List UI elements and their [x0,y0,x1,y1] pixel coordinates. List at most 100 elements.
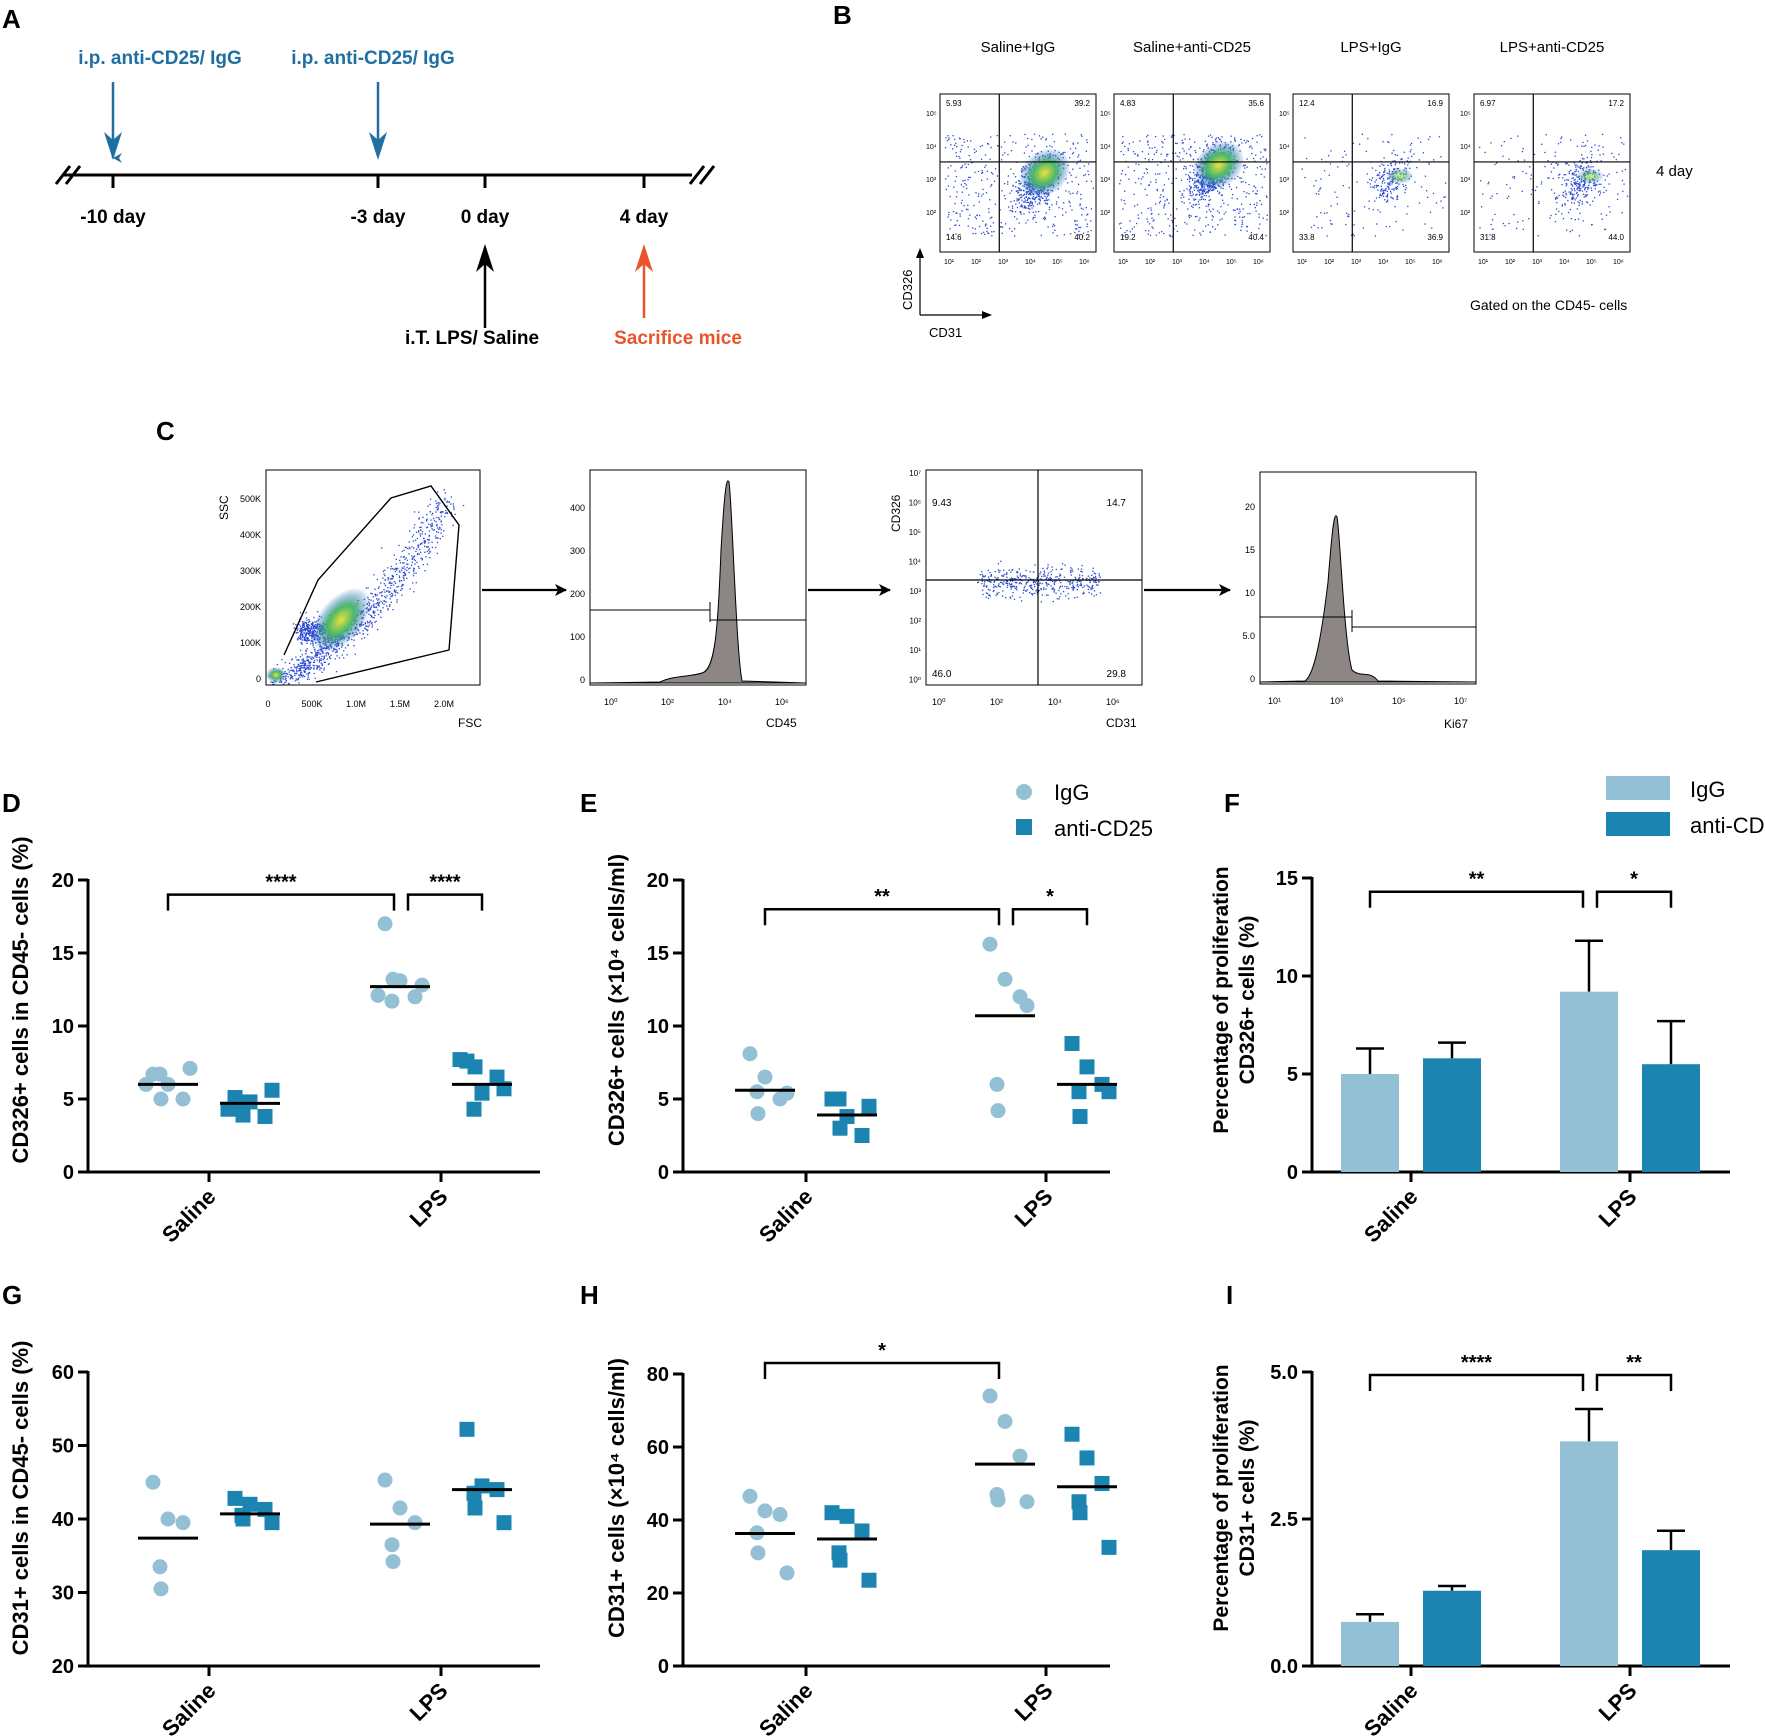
b-event [1086,141,1088,144]
c1-event [315,654,317,656]
b-xtick: 10⁴ [1025,259,1036,266]
c1-event [302,636,304,638]
b-event [1024,133,1026,136]
c1-event [411,561,414,563]
c1-event [307,626,310,629]
b-event [1386,194,1389,197]
c1-event [285,681,287,683]
data-point-anti [467,1059,483,1075]
c1-event [430,524,432,526]
b-event [1023,197,1026,199]
b-event [1191,195,1193,197]
c1-event [303,666,306,668]
c1-event [344,647,347,649]
b-xtick: 10⁵ [1052,259,1063,266]
c1-event [401,580,403,582]
c3-event [1016,571,1019,574]
c1-event [308,627,310,630]
c3-event [1015,585,1018,588]
c1-event [422,564,424,566]
b-event [1189,164,1191,167]
b-event [1372,186,1374,188]
c1-event [417,544,419,546]
b-event [1432,159,1435,161]
c1-event [375,595,377,597]
b-event [1394,154,1396,156]
c1-event [293,666,296,668]
b-event [1583,145,1585,148]
b-quad-ll: 33.8 [1299,233,1315,242]
c1-event [399,571,401,573]
b-event [1365,150,1367,153]
data-point-anti [1079,1059,1095,1075]
b-event [1611,152,1613,155]
b-event [1121,170,1124,172]
c1-event [297,679,299,681]
c1-event [423,540,425,542]
b-event [978,214,981,217]
c1-event [285,679,288,682]
c1-event [307,629,309,631]
c3-event [1061,568,1063,570]
b-event [1569,230,1572,233]
b-event [1320,212,1322,214]
b-event [1570,191,1572,193]
b-event [1246,158,1248,160]
b-event [1189,180,1191,183]
b-event [1417,137,1419,139]
b-event [1189,202,1191,204]
b-event [1243,139,1246,142]
b-xtick: 10⁶ [1253,259,1264,266]
y-tick-label: 0 [658,1162,669,1184]
c1-event [312,657,314,659]
b-event [1040,138,1042,140]
c3-event [1087,575,1090,577]
c1-event [415,548,418,550]
c1-event [373,604,375,606]
legend-bar-anti: anti-CD25 [1690,813,1765,838]
c3-quad-lr: 29.8 [1107,669,1127,680]
c3-event [1053,583,1056,586]
c1-event [305,617,308,619]
c1-event [440,521,442,523]
b-event [1528,218,1530,220]
b-event [1570,187,1572,190]
b-event [1582,141,1584,144]
b-event [1014,176,1017,178]
c3-event [1083,592,1085,595]
b-event [1371,167,1374,169]
c1-event [319,653,321,656]
b-event [1077,191,1079,193]
b-event [987,143,990,145]
c3-event [1092,584,1094,587]
c1-event [270,681,272,683]
y-tick-label: 20 [52,1656,74,1678]
b-event [1569,169,1572,172]
b-event [1503,141,1505,143]
b-event [1343,150,1346,152]
c1-event [404,568,406,570]
b-event [1374,200,1376,202]
x-tick-label: Saline [754,1678,818,1736]
b-event [1581,162,1583,164]
b-event [1382,195,1385,198]
b-event [945,178,947,180]
b-event [1198,190,1200,192]
b-event [1440,156,1442,158]
c1-event [436,525,438,527]
b-axis-y-arrowhead [916,248,924,258]
c1-event [320,662,322,664]
b-event [1205,191,1207,194]
b-event [1162,188,1164,191]
data-point-anti [466,1101,482,1117]
b-event [1368,207,1370,210]
b-event [1386,190,1388,193]
b-event [1018,183,1020,185]
b-event [1195,194,1197,196]
y-tick-label: 10 [647,1016,669,1038]
c1-event [317,665,320,668]
b-event [1304,176,1306,179]
c1-event [304,662,306,664]
b-event [1003,194,1006,197]
